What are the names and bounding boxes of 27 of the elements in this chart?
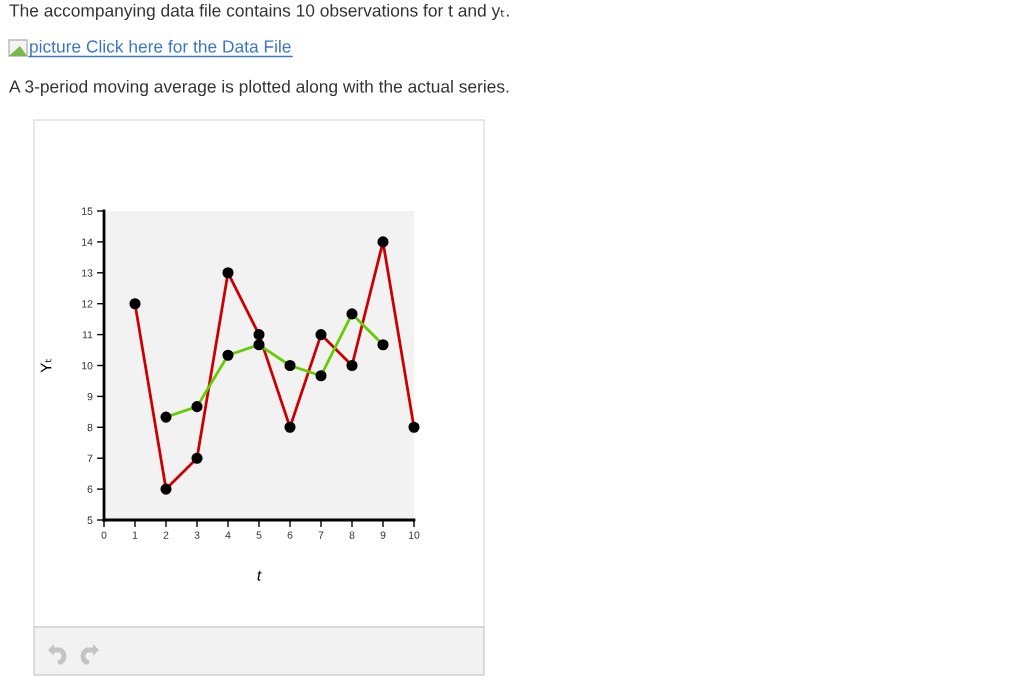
x-tick-label: 0 [101,531,107,539]
y-tick-label: 13 [82,269,93,277]
y-tick-label: 8 [87,423,93,432]
y-tick-label: 12 [82,300,93,308]
y-tick-label: 14 [82,238,93,246]
chart-subtitle: A 3-period moving average is plotted along with the actual series. [9,79,509,97]
y-tick-label: 10 [82,362,93,370]
x-tick-label: 4 [225,531,231,539]
y-axis-title: Yₜ [40,359,52,373]
x-tick-label: 3 [194,531,200,539]
y-tick-label: 9 [87,392,93,401]
y-tick-label: 6 [87,485,93,493]
text: picture Click here for the Data File [30,39,291,57]
x-tick-label: 9 [380,531,386,539]
x-tick-label: 5 [256,531,262,539]
x-tick-label: 7 [318,531,324,539]
chart-title: The accompanying data file contains 10 observations for t and yₜ. [9,3,509,21]
y-tick-label: 15 [82,207,93,215]
y-tick-label: 5 [87,516,93,524]
x-tick-label: 2 [163,531,169,539]
x-tick-label: 10 [409,531,420,539]
x-tick-label: 8 [349,531,355,539]
x-axis-title: t [257,570,262,581]
x-tick-label: 6 [287,531,293,539]
x-tick-label: 1 [132,531,138,539]
y-tick-label: 7 [87,454,93,462]
y-tick-label: 11 [82,331,93,339]
